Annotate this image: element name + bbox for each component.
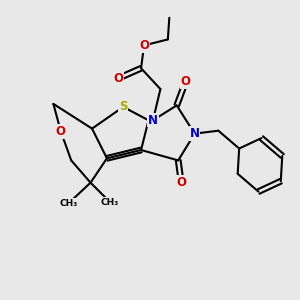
Text: O: O <box>176 176 186 189</box>
Text: N: N <box>190 127 200 140</box>
Text: O: O <box>56 125 66 138</box>
Text: N: N <box>148 114 158 127</box>
Text: S: S <box>119 100 128 113</box>
Text: CH₃: CH₃ <box>59 199 77 208</box>
Text: O: O <box>114 72 124 85</box>
Text: O: O <box>139 39 149 52</box>
Text: CH₃: CH₃ <box>101 197 119 206</box>
Text: O: O <box>181 75 191 88</box>
